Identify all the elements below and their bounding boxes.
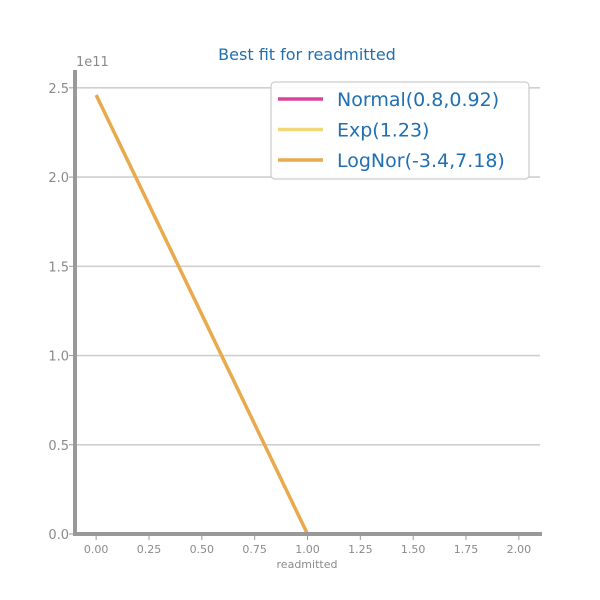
y-tick-label: 2.5 — [48, 82, 69, 97]
x-tick-label: 0.00 — [84, 543, 109, 556]
x-tick-label: 1.00 — [295, 543, 320, 556]
x-tick-label: 0.75 — [242, 543, 267, 556]
x-tick-label: 0.25 — [137, 543, 162, 556]
y-tick-label: 1.5 — [48, 260, 69, 275]
y-tick-label: 0.5 — [48, 439, 69, 454]
x-tick-label: 2.00 — [507, 543, 532, 556]
y-tick-label: 2.0 — [48, 171, 69, 186]
legend-frame — [270, 81, 530, 180]
legend: Normal(0.8,0.92) Exp(1.23) LogNor(-3.4,7.1… — [270, 81, 530, 180]
y-axis-offset-label: 1e11 — [76, 55, 109, 70]
legend-label-1: Normal(0.8,0.92) — [337, 89, 499, 111]
series-line-3 — [94, 94, 310, 535]
axes-layer — [73, 70, 542, 536]
x-axis-label: readmitted — [277, 558, 338, 571]
legend-label-2: Exp(1.23) — [337, 120, 429, 142]
x-tick-label: 1.25 — [348, 543, 373, 556]
y-tick-label: 0.0 — [48, 528, 69, 543]
x-tick-label: 0.50 — [190, 543, 215, 556]
x-tick-label: 1.50 — [401, 543, 426, 556]
chart-title: Best fit for readmitted — [218, 45, 396, 64]
legend-label-3: LogNor(-3.4,7.18) — [337, 150, 505, 172]
y-tick-label: 1.0 — [48, 350, 69, 365]
x-tick-label: 1.75 — [454, 543, 479, 556]
ticks-layer: 0.00 0.25 0.50 0.75 1.00 1.25 1.50 1.75 2.00 0.0 0… — [48, 82, 531, 556]
